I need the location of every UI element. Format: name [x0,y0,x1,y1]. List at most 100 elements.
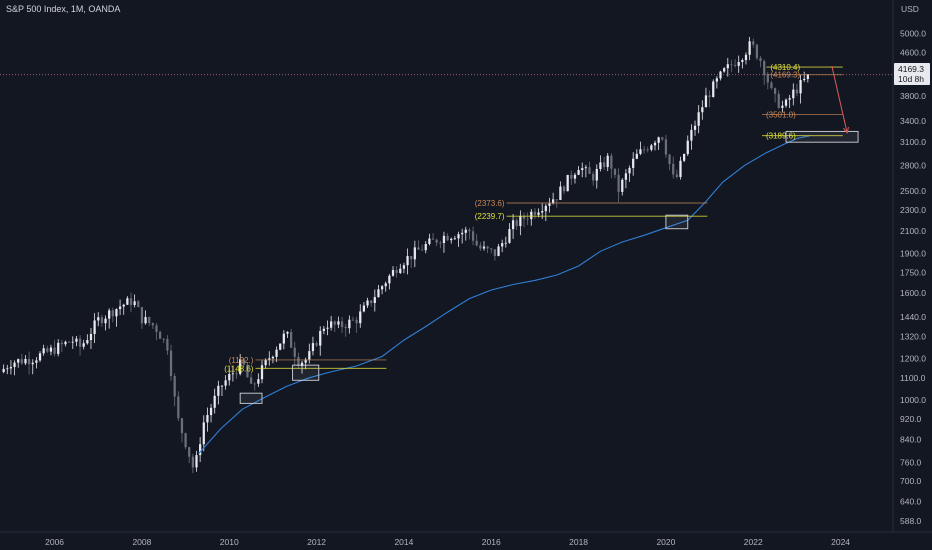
candle-body [533,211,537,215]
candle-body [264,359,267,366]
candle-body [613,168,617,175]
y-tick-label: 1320.0 [900,332,926,342]
candle-body [366,300,369,306]
candle-body [431,238,435,240]
candle-body [471,231,475,241]
level-label: (1192.) [229,356,254,365]
candle-body [588,167,591,174]
candle-body [453,238,456,240]
candle-body [155,325,158,332]
candle-body [242,359,245,365]
candle-body [675,174,678,178]
candle-body [111,310,114,317]
candle-body [166,338,169,351]
candle-body [577,170,580,175]
candle-body [777,93,780,108]
candle-body [544,205,547,212]
candle-body [704,95,708,108]
candle-body [35,360,38,363]
y-tick-label: 640.0 [900,497,922,507]
candle-body [202,422,205,445]
candle-body [224,380,227,386]
candle-body [228,374,231,381]
candle-body [599,162,602,169]
candle-body [388,275,391,284]
y-tick-label: 700.0 [900,476,922,486]
price-axis[interactable]: 588.0 640.0 700.0 760.0 840.0 920.0 1000.0 1100… [900,28,926,526]
candle-body [359,311,362,324]
candle-body [504,242,507,244]
candle-body [148,316,151,324]
candle-body [686,140,689,154]
candle-body [140,307,144,324]
candle-body [17,359,20,363]
candle-body [118,306,122,310]
candle-body [362,305,366,312]
candle-body [78,338,82,347]
candle-body [49,347,53,352]
candle-body [239,359,242,374]
candle-body [406,256,409,266]
y-tick-label: 1100.0 [900,373,926,383]
candle-body [668,154,671,164]
candle-body [213,395,216,408]
candle-body [115,309,118,317]
y-tick-label: 2300.0 [900,205,926,215]
x-tick-label: 2024 [831,537,850,547]
candle-body [304,359,307,363]
candle-body [468,229,471,232]
last-price-badge: 4169.3 10d 8h [894,63,930,85]
candle-body [759,58,762,62]
candle-body [373,297,376,304]
candle-body [93,320,96,335]
candle-body [206,415,209,423]
y-tick-label: 1440.0 [900,312,926,322]
candle-body [519,215,522,227]
y-tick-label: 5000.0 [900,28,926,38]
candle-body [719,71,722,79]
candle-body [526,218,529,220]
x-tick-label: 2016 [482,537,501,547]
candle-body [53,347,56,354]
candle-body [606,155,609,168]
candle-body [584,167,588,169]
x-tick-label: 2018 [569,537,588,547]
time-axis[interactable]: 2006 2008 2010 2012 2014 2016 2018 2020 2022 2024 [45,537,850,547]
y-tick-label: 840.0 [900,435,922,445]
candle-body [642,149,646,151]
candle-body [632,158,635,168]
candle-body [639,149,642,154]
candle-body [268,358,271,360]
candle-body [271,356,275,359]
candle-body [559,186,562,200]
chart-title: S&P 500 Index, 1M, OANDA [6,4,120,14]
candle-body [464,229,467,233]
candle-body [551,199,555,204]
candle-body [763,61,766,76]
candle-body [42,348,45,354]
candle-body [184,433,187,448]
candle-body [748,41,751,55]
candle-body [442,235,446,244]
candle-body [86,340,89,344]
candle-body [322,328,325,331]
candle-body [592,173,595,181]
candle-body [650,145,653,150]
candle-body [195,455,198,468]
candle-body [697,112,700,126]
candle-body [755,44,759,59]
level-label: (2239.7) [475,212,505,221]
candle-body [508,229,511,243]
projection-arrow [831,65,848,133]
candle-body [173,375,176,397]
candle-body [144,316,147,324]
candle-body [351,319,355,321]
y-tick-label: 588.0 [900,516,922,526]
candle-body [788,98,791,100]
candle-body [399,268,402,273]
bar-countdown: 10d 8h [898,74,924,84]
candle-body [104,318,107,324]
candle-body [286,331,289,334]
candle-body [682,153,686,161]
